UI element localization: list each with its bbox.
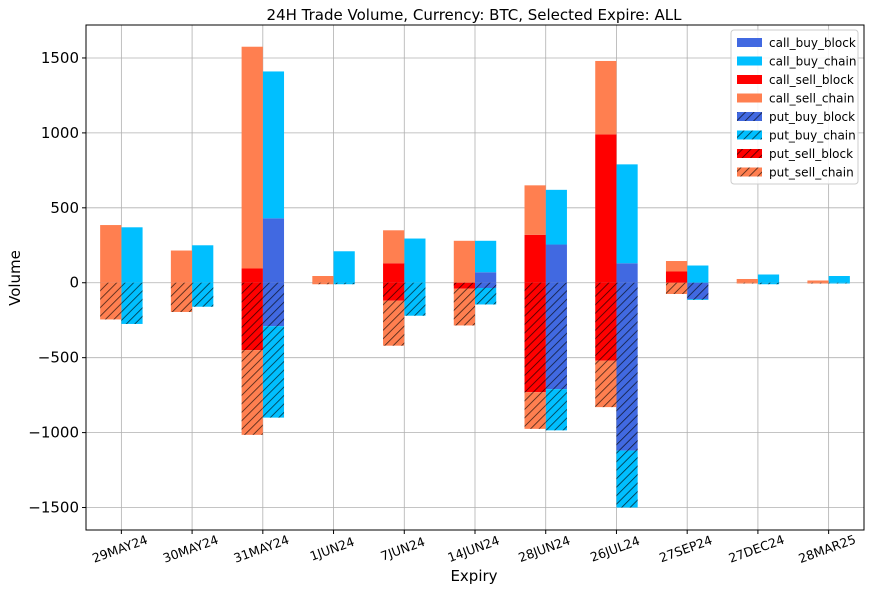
bar-hatch-put-sell-chain (453, 288, 475, 326)
bar-call-buy-chain (121, 227, 143, 283)
bar-hatch-put-sell-chain (170, 282, 193, 312)
bar-call-sell-block (383, 263, 405, 283)
y-tick-label: 500 (50, 199, 79, 217)
legend-swatch (737, 75, 762, 84)
bar-call-buy-block (262, 218, 285, 283)
bar-hatch-put-buy-chain (404, 282, 426, 316)
bar-call-sell-chain (807, 280, 829, 283)
bars-layer (100, 46, 850, 508)
bar-call-sell-chain (665, 261, 688, 272)
bar-call-sell-block (595, 134, 617, 283)
bar-call-sell-block (524, 234, 546, 283)
bar-hatch-put-sell-block (453, 282, 475, 289)
bar-hatch-put-buy-block (475, 282, 497, 288)
legend-label: call_sell_block (769, 73, 854, 87)
bar-hatch-put-sell-chain (100, 282, 122, 320)
bar-hatch-put-sell-chain (312, 282, 334, 285)
legend-label: call_buy_block (769, 36, 856, 50)
legend-box (730, 29, 859, 185)
bar-call-buy-chain (545, 189, 567, 245)
y-tick-label: −500 (38, 349, 79, 367)
bar-call-buy-chain (333, 251, 355, 283)
bar-hatch-put-buy-chain (545, 389, 567, 431)
bar-hatch-put-buy-block (616, 282, 638, 451)
legend-label: call_sell_chain (769, 92, 854, 106)
bar-hatch-put-sell-block (524, 282, 546, 393)
bar-call-buy-chain (757, 274, 780, 283)
legend-swatch (737, 38, 762, 47)
bar-hatch-put-buy-chain (262, 326, 285, 418)
y-tick-label: 0 (69, 274, 79, 292)
bar-hatch-put-sell-chain (807, 282, 829, 284)
y-axis-label: Volume (6, 250, 24, 306)
bar-call-buy-block (616, 263, 638, 283)
legend-swatch (737, 56, 762, 66)
bar-call-buy-chain (616, 164, 638, 264)
bar-hatch-put-sell-chain (595, 360, 617, 408)
bar-hatch-put-buy-block (545, 282, 567, 390)
bar-hatch-put-buy-block (262, 282, 285, 327)
bar-call-sell-chain (736, 278, 758, 283)
bar-call-buy-chain (475, 240, 497, 273)
bar-hatch-put-buy-chain (475, 287, 497, 305)
legend-swatch-hatch (737, 167, 762, 177)
bar-call-sell-block (665, 271, 688, 283)
bar-hatch-put-buy-chain (121, 282, 143, 324)
bar-hatch-put-sell-chain (736, 282, 758, 284)
bar-call-sell-chain (383, 230, 405, 264)
bar-call-sell-chain (312, 276, 334, 283)
bar-hatch-put-buy-chain (333, 282, 355, 285)
bar-call-buy-chain (404, 238, 426, 283)
bar-call-buy-chain (687, 265, 709, 283)
bar-call-sell-chain (170, 250, 193, 283)
bar-hatch-put-sell-block (241, 282, 263, 351)
bar-call-buy-chain (262, 71, 285, 219)
bar-hatch-put-sell-block (595, 282, 617, 361)
y-tick-label: −1500 (28, 499, 79, 517)
bar-call-buy-chain (828, 276, 850, 283)
x-axis-label: Expiry (450, 567, 497, 585)
bar-call-sell-chain (241, 46, 263, 269)
bar-hatch-put-buy-block (687, 282, 709, 300)
chart-title: 24H Trade Volume, Currency: BTC, Selecte… (267, 6, 683, 24)
bar-hatch-put-buy-chain (828, 282, 850, 284)
legend-swatch-hatch (737, 149, 762, 158)
legend-label: put_buy_block (769, 110, 855, 124)
legend-swatch-hatch (737, 112, 762, 121)
bar-hatch-put-sell-chain (665, 282, 688, 294)
y-tick-label: −1000 (28, 424, 79, 442)
legend-label: put_buy_chain (769, 129, 856, 143)
bar-hatch-put-sell-chain (524, 392, 546, 429)
legend-swatch (737, 93, 762, 103)
bar-call-sell-chain (595, 60, 617, 135)
legend-swatch-hatch (737, 130, 762, 140)
bar-hatch-put-sell-chain (383, 300, 405, 346)
legend: call_buy_block call_buy_chain call_sell_bl… (730, 29, 859, 185)
bar-call-buy-block (475, 272, 497, 283)
y-tick-label: 1000 (41, 124, 79, 142)
bar-call-sell-block (241, 268, 263, 283)
bar-hatch-put-buy-chain (616, 450, 638, 508)
bar-hatch-put-buy-chain (687, 299, 709, 300)
bar-call-buy-chain (192, 245, 214, 283)
legend-label: put_sell_chain (769, 166, 854, 180)
bar-hatch-put-sell-chain (241, 350, 263, 435)
bar-call-sell-chain (100, 225, 122, 283)
legend-label: put_sell_block (769, 147, 853, 161)
bar-call-sell-chain (453, 240, 475, 283)
legend-label: call_buy_chain (769, 55, 856, 69)
y-tick-label: 1500 (41, 49, 79, 67)
bar-hatch-put-buy-chain (192, 282, 214, 307)
bar-call-sell-chain (524, 185, 546, 235)
bar-hatch-put-sell-block (383, 282, 405, 301)
bar-call-buy-block (545, 244, 567, 283)
bar-hatch-put-buy-chain (757, 282, 780, 285)
